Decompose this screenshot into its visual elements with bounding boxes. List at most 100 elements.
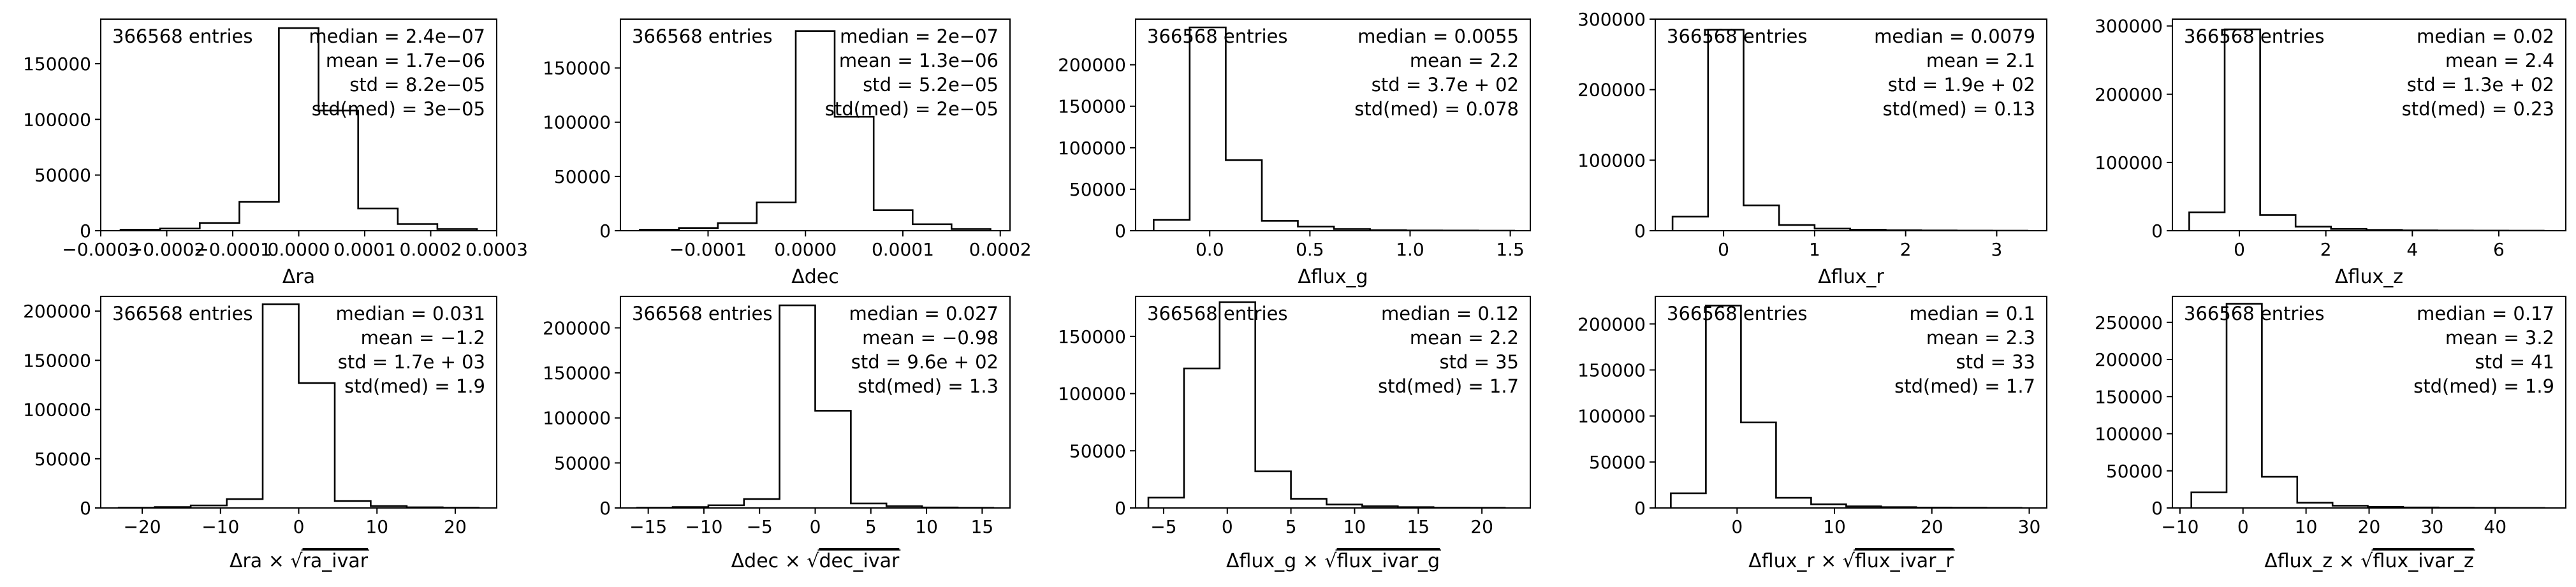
x-tick-label: −0.0001 (194, 239, 271, 260)
stat-line: mean = 3.2 (2445, 327, 2554, 349)
stat-line: std(med) = 2e−05 (825, 98, 999, 120)
y-tick-label: 100000 (23, 109, 91, 130)
axes-frame (1135, 18, 1531, 231)
stat-line: std(med) = 1.3 (858, 375, 999, 397)
x-tick-label: 20 (2358, 516, 2381, 537)
x-tick-label: 10 (2295, 516, 2318, 537)
y-tick-label: 0 (80, 498, 91, 519)
x-tick-label: 0.0002 (969, 239, 1032, 260)
y-tick-label: 0 (2151, 498, 2163, 519)
y-tick-label: 100000 (1058, 138, 1126, 159)
entries-label: 366568 entries (112, 303, 252, 324)
x-axis-label-prefix: Δflux_g × (1226, 550, 1324, 572)
y-tick-label: 50000 (34, 449, 91, 470)
y-tick-label: 100000 (1577, 406, 1646, 427)
x-tick-label: 0 (293, 516, 305, 537)
stat-line: mean = 2.3 (1926, 327, 2035, 349)
histogram-panel: −5 0 5 10 15 20 0 50000 100000 150000 366568 entri… (1058, 296, 1531, 572)
y-tick-label: 100000 (2095, 424, 2163, 445)
stat-line: std(med) = 1.9 (2413, 375, 2554, 397)
stat-line: std(med) = 1.7 (1894, 375, 2035, 397)
x-tick-label: 30 (2421, 516, 2444, 537)
histogram-panel: −20 −10 0 10 20 0 50000 100000 150000 200000 36656… (23, 296, 497, 572)
x-tick-label: −10 (201, 516, 239, 537)
y-tick-label: 50000 (34, 165, 91, 186)
stat-line: std = 9.6e + 02 (851, 351, 999, 373)
stat-line: median = 0.02 (2417, 25, 2554, 47)
x-axis-label: Δflux_r × √flux_ivar_r (1748, 550, 1954, 572)
x-tick-label: 0.0001 (333, 239, 396, 260)
histogram-panel: −10 0 10 20 30 400500001000001500002000002500… (2095, 296, 2566, 572)
y-tick-label: 0 (599, 498, 611, 519)
histogram-panel: 0 10 20 30 0 50000 100000 150000 200000 366568 en… (1577, 296, 2047, 572)
x-tick-label: 0 (1731, 516, 1743, 537)
histogram-panel: −15 −10 −5 0 5 10 15 0 50000 100000 150000 200000 36… (543, 296, 1011, 572)
x-axis-label-prefix: Δdec × (731, 550, 807, 572)
histogram-step-line (117, 303, 480, 508)
x-tick-label: 15 (971, 516, 994, 537)
y-tick-label: 150000 (543, 58, 611, 79)
y-tick-label: 300000 (1577, 9, 1646, 30)
stat-line: median = 0.17 (2417, 303, 2554, 324)
x-tick-label: 40 (2484, 516, 2506, 537)
sqrt-sign: √ (1324, 550, 1337, 572)
stat-line: std(med) = 0.078 (1354, 98, 1519, 120)
x-axis-label-radicand: flux_ivar_z (2373, 550, 2474, 572)
y-tick-label: 200000 (1577, 314, 1646, 335)
axes-frame (1655, 296, 2047, 509)
stat-line: std = 33 (1956, 351, 2035, 373)
x-tick-label: −20 (123, 516, 161, 537)
stat-line: mean = 2.2 (1410, 327, 1519, 349)
x-tick-label: 4 (2406, 239, 2418, 260)
entries-label: 366568 entries (1667, 25, 1807, 47)
y-tick-label: 0 (1115, 221, 1126, 242)
stat-line: median = 2.4e−07 (309, 25, 485, 47)
x-tick-label: 0 (810, 516, 821, 537)
entries-label: 366568 entries (2184, 303, 2324, 324)
y-tick-label: 150000 (1058, 326, 1126, 347)
x-tick-label: 15 (1407, 516, 1430, 537)
y-tick-label: 200000 (2095, 84, 2163, 105)
x-tick-label: 0 (2237, 516, 2249, 537)
x-tick-label: 5 (865, 516, 877, 537)
histogram-step-line (639, 30, 992, 231)
y-tick-label: 150000 (23, 54, 91, 75)
x-axis-label-radicand: dec_ivar (819, 550, 900, 572)
sqrt-sign: √ (290, 550, 303, 572)
y-tick-label: 50000 (554, 453, 611, 474)
stat-line: std(med) = 0.23 (2402, 98, 2554, 120)
x-tick-label: 10 (915, 516, 938, 537)
y-tick-label: 150000 (1577, 359, 1646, 380)
entries-label: 366568 entries (1147, 303, 1287, 324)
x-tick-label: 0.0002 (400, 239, 462, 260)
x-tick-label: −5 (1150, 516, 1176, 537)
stat-line: std = 35 (1439, 351, 1519, 373)
y-tick-label: 300000 (2095, 16, 2163, 37)
x-tick-label: −10 (2161, 516, 2199, 537)
stat-line: mean = 1.3e−06 (839, 50, 999, 71)
sqrt-sign: √ (2360, 550, 2373, 572)
x-axis-label-radicand: flux_ivar_r (1855, 550, 1954, 572)
x-tick-label: 6 (2493, 239, 2505, 260)
y-tick-label: 0 (2151, 221, 2163, 242)
axes-frame (1135, 296, 1531, 509)
y-tick-label: 150000 (543, 363, 611, 384)
axes-frame (2172, 18, 2566, 231)
y-tick-label: 0 (1634, 221, 1646, 242)
stat-line: std(med) = 0.13 (1883, 98, 2035, 120)
x-tick-label: 0.5 (1296, 239, 1324, 260)
y-tick-label: 150000 (23, 350, 91, 371)
stat-line: std = 8.2e−05 (349, 74, 485, 96)
stat-line: median = 0.1 (1909, 303, 2035, 324)
x-tick-label: 20 (444, 516, 467, 537)
y-tick-label: 250000 (2095, 312, 2163, 333)
x-tick-label: −0.0002 (128, 239, 205, 260)
x-tick-label: 0.0003 (465, 239, 528, 260)
stat-line: mean = 2.2 (1410, 50, 1519, 71)
x-axis-label: Δflux_g (1298, 266, 1368, 288)
histogram-panel: 0.0 0.5 1.0 1.5 0 50000 100000 150000 200000 3665… (1058, 18, 1531, 288)
x-tick-label: 1.5 (1496, 239, 1525, 260)
histogram-panel: 0 2 4 6 0 100000 200000 300000 366568 entries med… (2095, 16, 2566, 288)
x-axis-label-prefix: Δflux_z × (2264, 550, 2360, 572)
